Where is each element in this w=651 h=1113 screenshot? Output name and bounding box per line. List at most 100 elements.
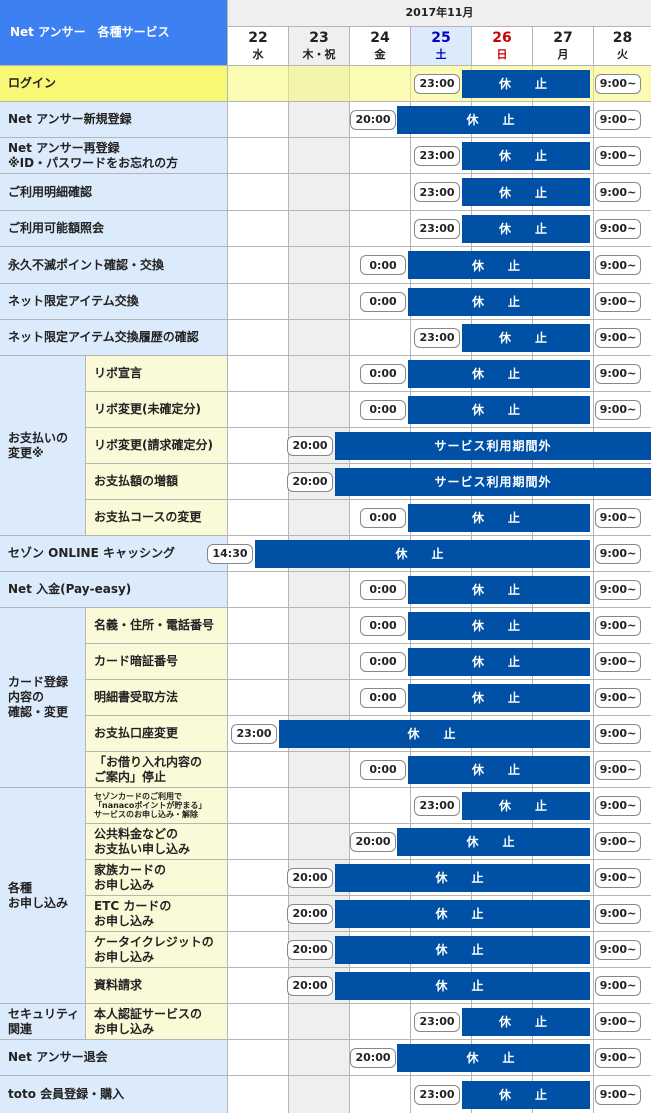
resume-time-badge: 9:00~ (595, 1084, 641, 1105)
day-cell (289, 392, 349, 427)
day-number: 25 (431, 30, 451, 47)
day-cell (228, 211, 288, 246)
day-cell (289, 1040, 349, 1075)
day-weekday: 金 (374, 47, 386, 61)
service-label[interactable]: Net アンサー再登録 ※ID・パスワードをお忘れの方 (0, 138, 227, 173)
resume-time-badge: 9:00~ (595, 831, 641, 852)
start-time-badge: 14:30 (207, 543, 253, 564)
resume-time-badge: 9:00~ (595, 1011, 641, 1032)
day-header: 26 日 (472, 27, 532, 65)
service-label[interactable]: ネット限定アイテム交換 (0, 284, 227, 319)
service-label[interactable]: 公共料金などの お支払い申し込み (86, 824, 227, 859)
start-time-badge: 0:00 (360, 579, 406, 600)
start-time-badge: 0:00 (360, 687, 406, 708)
service-label[interactable]: 永久不滅ポイント確認・交換 (0, 247, 227, 283)
resume-time-badge: 9:00~ (595, 255, 641, 275)
suspension-bar: 休 止 (408, 755, 590, 784)
day-cell (228, 932, 288, 967)
day-number: 24 (370, 30, 390, 47)
day-cell (228, 1076, 288, 1113)
service-label[interactable]: ご利用可能額照会 (0, 211, 227, 246)
service-label[interactable]: Net 入金(Pay-easy) (0, 572, 227, 607)
day-cell (350, 1076, 410, 1113)
day-cell (228, 752, 288, 787)
service-label[interactable]: 「お借り入れ内容の ご案内」停止 (86, 752, 227, 787)
day-cell (350, 788, 410, 823)
day-cell (289, 284, 349, 319)
service-label[interactable]: ご利用明細確認 (0, 174, 227, 210)
day-cell (350, 138, 410, 173)
service-label[interactable]: 名義・住所・電話番号 (86, 608, 227, 643)
suspension-bar: 休 止 (335, 899, 590, 928)
day-cell (228, 428, 288, 463)
service-label[interactable]: Net アンサー退会 (0, 1040, 227, 1075)
day-weekday: 月 (557, 47, 569, 61)
suspension-bar: 休 止 (462, 791, 590, 820)
day-weekday: 木・祝 (302, 47, 336, 61)
day-header: 22 水 (228, 27, 288, 65)
group-security: セキュリティ 関連 (0, 1004, 85, 1039)
start-time-badge: 23:00 (231, 723, 277, 744)
service-label[interactable]: カード暗証番号 (86, 644, 227, 679)
group-payment: お支払いの 変更※ (0, 356, 85, 535)
service-label[interactable]: リボ変更(請求確定分) (86, 428, 227, 463)
service-label[interactable]: リボ宣言 (86, 356, 227, 391)
service-label[interactable]: ケータイクレジットの お申し込み (86, 932, 227, 967)
start-time-badge: 20:00 (287, 903, 333, 924)
suspension-bar: 休 止 (462, 69, 590, 98)
service-label[interactable]: リボ変更(未確定分) (86, 392, 227, 427)
suspension-bar: 休 止 (462, 323, 590, 352)
service-label[interactable]: セゾン ONLINE キャッシング (0, 536, 227, 571)
day-weekday: 水 (252, 47, 264, 61)
day-cell (350, 1004, 410, 1039)
service-label[interactable]: お支払コースの変更 (86, 500, 227, 535)
resume-time-badge: 9:00~ (595, 651, 641, 672)
resume-time-badge: 9:00~ (595, 795, 641, 816)
resume-time-badge: 9:00~ (595, 73, 641, 94)
day-number: 22 (248, 30, 268, 47)
day-cell (228, 392, 288, 427)
service-label[interactable]: ETC カードの お申し込み (86, 896, 227, 931)
service-label[interactable]: toto 会員登録・購入 (0, 1076, 227, 1113)
group-card: カード登録 内容の 確認・変更 (0, 608, 85, 787)
day-weekday: 土 (435, 47, 447, 61)
resume-time-badge: 9:00~ (595, 218, 641, 239)
service-label[interactable]: ログイン (0, 66, 227, 101)
suspension-bar: 休 止 (408, 251, 590, 279)
suspension-bar: 休 止 (255, 539, 590, 568)
suspension-bar: 休 止 (408, 611, 590, 640)
service-label[interactable]: 明細書受取方法 (86, 680, 227, 715)
suspension-bar: 休 止 (462, 1080, 590, 1109)
day-cell (289, 174, 349, 210)
start-time-badge: 0:00 (360, 651, 406, 672)
day-number: 23 (309, 30, 329, 47)
day-cell (289, 644, 349, 679)
day-cell (350, 211, 410, 246)
suspension-bar: 休 止 (408, 359, 590, 388)
service-label[interactable]: ネット限定アイテム交換履歴の確認 (0, 320, 227, 355)
suspension-bar: サービス利用期間外 (335, 431, 651, 460)
resume-time-badge: 9:00~ (595, 939, 641, 960)
service-label[interactable]: 家族カードの お申し込み (86, 860, 227, 895)
day-cell (228, 608, 288, 643)
suspension-bar: 休 止 (408, 575, 590, 604)
day-weekday: 火 (617, 47, 628, 61)
service-label[interactable]: お支払額の増額 (86, 464, 227, 499)
day-cell (289, 356, 349, 391)
start-time-badge: 20:00 (350, 831, 396, 852)
service-label[interactable]: セゾンカードのご利用で 「nanacoポイントが貯まる」 サービスのお申し込み・… (86, 788, 227, 823)
service-label[interactable]: 本人認証サービスの お申し込み (86, 1004, 227, 1039)
service-label[interactable]: お支払口座変更 (86, 716, 227, 751)
service-label[interactable]: Net アンサー新規登録 (0, 102, 227, 137)
service-label[interactable]: 資料請求 (86, 968, 227, 1003)
day-cell (289, 320, 349, 355)
start-time-badge: 0:00 (360, 615, 406, 636)
resume-time-badge: 9:00~ (595, 363, 641, 384)
resume-time-badge: 9:00~ (595, 327, 641, 348)
resume-time-badge: 9:00~ (595, 975, 641, 996)
start-time-badge: 23:00 (414, 1011, 460, 1032)
suspension-bar: サービス利用期間外 (335, 467, 651, 496)
resume-time-badge: 9:00~ (595, 579, 641, 600)
day-cell (228, 1040, 288, 1075)
